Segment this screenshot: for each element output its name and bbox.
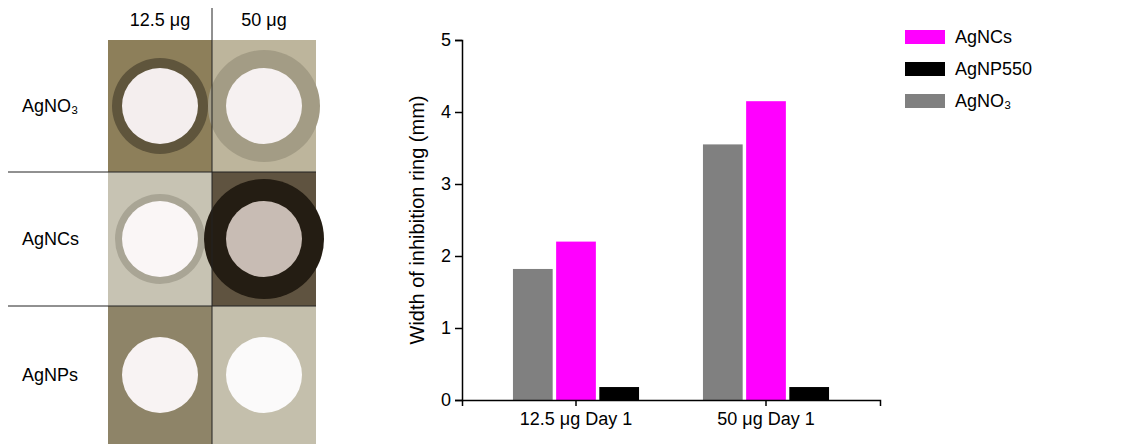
plate-photo xyxy=(108,40,212,172)
y-tick-label: 3 xyxy=(441,174,451,194)
x-tick-mark xyxy=(575,400,577,406)
grid-separator xyxy=(8,172,316,173)
y-tick-label: 1 xyxy=(441,318,451,338)
row-label: AgNO₃ xyxy=(22,96,78,116)
y-tick: 5 xyxy=(441,30,462,50)
legend-label: AgNP550 xyxy=(955,59,1032,79)
disc xyxy=(226,201,302,277)
bar xyxy=(513,269,553,400)
bar xyxy=(746,101,786,400)
column-header: 12.5 μg xyxy=(130,10,190,30)
inhibition-ring xyxy=(204,179,324,299)
plate-photo xyxy=(108,172,212,306)
column-header: 50 μg xyxy=(241,10,286,30)
y-tick-mark xyxy=(455,112,462,114)
y-tick: 3 xyxy=(441,174,462,194)
inhibition-ring xyxy=(112,58,208,154)
bar xyxy=(599,387,639,400)
disc xyxy=(226,68,302,144)
x-tick: 50 μg Day 1 xyxy=(717,400,814,429)
x-axis-line xyxy=(463,401,881,407)
y-tick: 0 xyxy=(441,390,462,410)
y-tick-mark xyxy=(455,400,462,402)
y-tick: 1 xyxy=(441,318,462,338)
legend-swatch xyxy=(905,94,945,108)
disc xyxy=(122,337,198,413)
disc xyxy=(122,68,198,144)
plate-photo xyxy=(108,306,212,444)
legend-swatch xyxy=(905,30,945,44)
image-grid: 12.5 μg 50 μg AgNO₃ AgNCs AgNPs xyxy=(8,8,324,444)
inhibition-ring xyxy=(115,194,205,284)
y-tick-mark xyxy=(455,40,462,42)
y-axis: 0 1 2 3 4 5 xyxy=(441,30,463,410)
legend-label: AgNO₃ xyxy=(955,91,1011,111)
x-tick-mark xyxy=(765,400,767,406)
disc xyxy=(122,201,198,277)
plate-photo xyxy=(212,306,316,444)
y-tick-mark xyxy=(455,328,462,330)
grid-separator xyxy=(8,306,316,307)
bar xyxy=(556,242,596,400)
grid-separator xyxy=(212,8,213,444)
y-tick-label: 5 xyxy=(441,30,451,50)
bar xyxy=(703,144,743,400)
x-tick-label: 12.5 μg Day 1 xyxy=(520,409,632,429)
y-tick: 2 xyxy=(441,246,462,266)
bars xyxy=(513,101,829,400)
y-tick-mark xyxy=(455,256,462,258)
y-tick: 4 xyxy=(441,102,462,122)
y-tick-label: 4 xyxy=(441,102,451,122)
figure: 12.5 μg 50 μg AgNO₃ AgNCs AgNPs 0 1 2 3 4 5 12.5 μg… xyxy=(0,0,1131,448)
y-axis-title: Width of inhibition ring (mm) xyxy=(406,96,428,345)
row-label: AgNCs xyxy=(22,229,79,249)
inhibition-ring xyxy=(208,50,320,162)
y-tick-label: 0 xyxy=(441,390,451,410)
x-tick: 12.5 μg Day 1 xyxy=(520,400,632,429)
y-axis-line xyxy=(455,41,463,401)
legend-swatch xyxy=(905,62,945,76)
row-label: AgNPs xyxy=(22,365,78,385)
legend-label: AgNCs xyxy=(955,27,1012,47)
disc xyxy=(226,337,302,413)
bar-chart: 0 1 2 3 4 5 12.5 μg Day 1 50 μg Day 1 Width of i… xyxy=(406,27,1032,429)
y-tick-label: 2 xyxy=(441,246,451,266)
legend: AgNCs AgNP550 AgNO₃ xyxy=(905,27,1032,111)
bar xyxy=(789,387,829,400)
x-tick-label: 50 μg Day 1 xyxy=(717,409,814,429)
x-axis: 12.5 μg Day 1 50 μg Day 1 xyxy=(463,400,881,429)
y-tick-mark xyxy=(455,184,462,186)
